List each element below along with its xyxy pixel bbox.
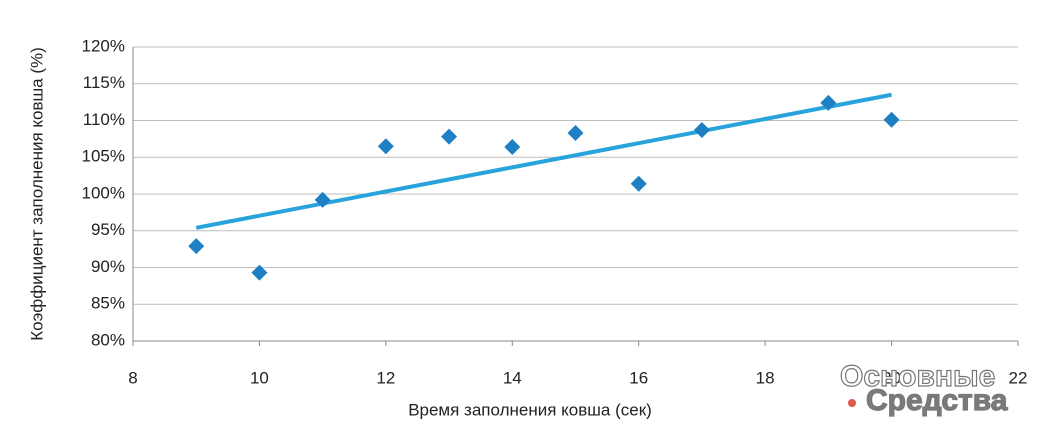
data-point <box>630 175 647 192</box>
data-point <box>441 128 458 145</box>
watermark: Основные <box>840 360 995 393</box>
data-point <box>251 264 268 281</box>
y-tick-label: 100% <box>82 183 125 202</box>
data-point <box>377 138 394 155</box>
trendline <box>195 92 892 230</box>
x-tick-label: 18 <box>756 368 775 387</box>
y-tick-label: 90% <box>91 257 125 276</box>
data-point <box>820 94 837 111</box>
x-tick-label: 8 <box>128 368 137 387</box>
y-tick-label: 120% <box>82 36 125 55</box>
x-tick-label: 16 <box>629 368 648 387</box>
watermark-dot <box>848 399 856 407</box>
x-tick-label: 10 <box>250 368 269 387</box>
data-point <box>693 122 710 139</box>
x-tick-label: 20 <box>882 368 901 387</box>
data-point <box>883 111 900 128</box>
y-tick-label: 110% <box>83 110 125 129</box>
x-axis-title: Время заполнения ковша (сек) <box>408 400 652 419</box>
y-tick-label: 95% <box>91 220 125 239</box>
x-tick-label: 14 <box>503 368 522 387</box>
y-tick-label: 105% <box>82 147 125 166</box>
y-axis-title: Коэффициент заполнения ковша (%) <box>27 47 46 341</box>
data-point <box>504 138 521 155</box>
x-tick-label: 22 <box>1009 368 1028 387</box>
data-point <box>188 238 205 255</box>
y-tick-label: 85% <box>91 294 125 313</box>
y-tick-label: 115% <box>83 73 125 92</box>
data-point <box>314 191 331 208</box>
watermark: Средства <box>866 384 1008 417</box>
data-point <box>567 124 584 141</box>
x-tick-label: 12 <box>376 368 395 387</box>
y-tick-label: 80% <box>91 330 125 349</box>
